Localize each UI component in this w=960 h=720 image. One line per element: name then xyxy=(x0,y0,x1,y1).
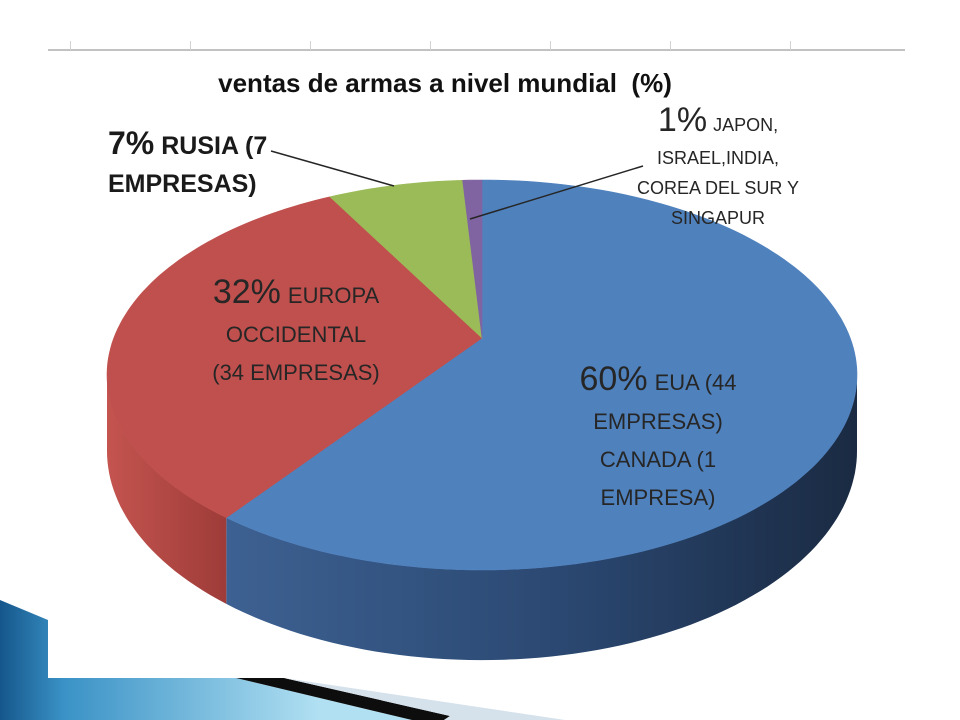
leader-line-slice-4 xyxy=(469,165,644,220)
data-label-line: 1% JAPON, xyxy=(608,97,828,143)
data-label-text: EMPRESAS) xyxy=(593,409,723,434)
pie-slice-2 xyxy=(106,196,483,519)
gridline-tick xyxy=(190,41,191,50)
gridline-tick xyxy=(310,41,311,50)
data-label-text: JAPON, xyxy=(713,115,779,135)
data-label-line: 60% EUA (44 xyxy=(538,355,778,403)
data-label-text: SINGAPUR xyxy=(670,208,766,228)
data-label-text: EUA (44 xyxy=(654,370,737,395)
gridline-tick xyxy=(70,41,71,50)
data-label-value: 7% xyxy=(108,125,155,161)
gridline-tick xyxy=(430,41,431,50)
data-label-text: COREA DEL SUR Y xyxy=(636,178,800,198)
corner-pale-band xyxy=(284,678,565,720)
data-label-text: EUROPA xyxy=(287,283,380,308)
leader-line-slice-3 xyxy=(270,150,395,187)
pie-slice-4 xyxy=(462,179,483,339)
pie-slice-1-side xyxy=(226,375,858,661)
pie-slice-2-side xyxy=(107,375,227,604)
data-label-value: 60% xyxy=(579,360,648,398)
pie-slice-1 xyxy=(225,179,858,571)
gridline-tick xyxy=(550,41,551,50)
data-label-slice-4: 1% JAPON, ISRAEL,INDIA, COREA DEL SUR Y S… xyxy=(608,97,828,233)
pie-tops xyxy=(106,179,858,571)
data-label-text: EMPRESA) xyxy=(600,485,716,510)
data-label-line: 7% RUSIA (7 xyxy=(108,123,267,163)
pie-slice-3 xyxy=(329,179,483,339)
data-label-line: 32% EUROPA xyxy=(176,268,416,316)
data-label-value: 1% xyxy=(657,101,708,139)
data-label-text: CANADA (1 xyxy=(599,447,717,472)
data-label-text: RUSIA (7 xyxy=(161,132,268,160)
chart-title: ventas de armas a nivel mundial (%) xyxy=(218,68,672,98)
data-label-slice-2: 32% EUROPA OCCIDENTAL (34 EMPRESAS) xyxy=(176,268,416,392)
data-label-text: OCCIDENTAL xyxy=(225,322,367,347)
data-label-value: 32% xyxy=(212,273,281,311)
corner-blue-band xyxy=(0,600,412,720)
corner-shadow-band xyxy=(236,678,450,720)
gridline-tick xyxy=(670,41,671,50)
gridline-tick xyxy=(790,41,791,50)
data-label-slice-1: 60% EUA (44 EMPRESAS) CANADA (1 EMPRESA) xyxy=(538,355,778,517)
data-label-slice-3: 7% RUSIA (7 EMPRESAS) xyxy=(108,123,267,205)
chart-top-gridline xyxy=(48,49,905,51)
data-label-text: ISRAEL,INDIA, xyxy=(656,148,780,168)
data-label-text: (34 EMPRESAS) xyxy=(212,360,380,385)
data-label-text: EMPRESAS) xyxy=(108,170,257,198)
pie-sides xyxy=(107,375,858,661)
